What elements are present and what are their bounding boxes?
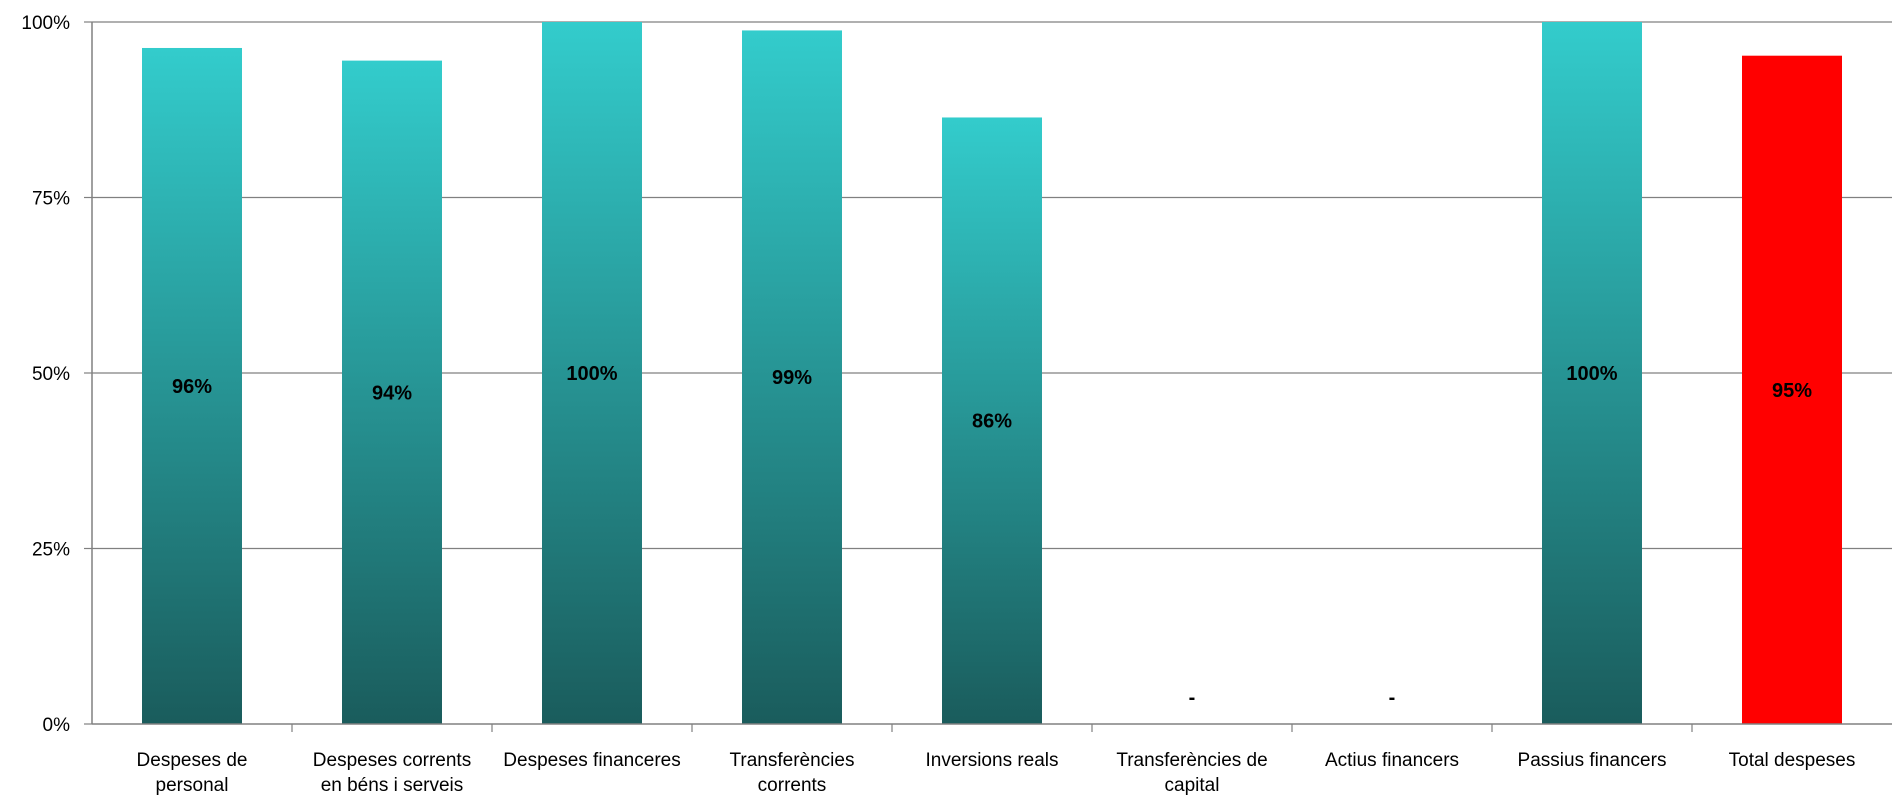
bar xyxy=(1542,22,1642,724)
x-category-label: Despeses corrents xyxy=(313,750,471,771)
x-category-label: capital xyxy=(1165,775,1220,796)
x-category-label: Passius financers xyxy=(1518,750,1667,771)
x-category-label: Total despeses xyxy=(1729,750,1856,771)
bars xyxy=(142,22,1842,725)
data-label: 100% xyxy=(566,363,617,385)
data-label: - xyxy=(1389,687,1396,709)
data-label: - xyxy=(1189,687,1196,709)
data-label: 99% xyxy=(772,367,812,389)
bar xyxy=(342,60,442,725)
y-tick-label: 25% xyxy=(32,540,70,561)
bar xyxy=(142,47,242,724)
bar xyxy=(542,22,642,724)
data-label: 95% xyxy=(1772,380,1812,402)
y-tick-label: 0% xyxy=(43,715,71,736)
x-category-label: Transferències de xyxy=(1116,750,1267,771)
x-category-label: Inversions reals xyxy=(925,750,1058,771)
y-tick-label: 100% xyxy=(21,13,70,34)
x-category-label: en béns i serveis xyxy=(321,775,464,796)
x-category-label: Transferències xyxy=(730,750,855,771)
labels: 0% 25% 50% 75% 100% 96% Despeses de personal 94%… xyxy=(21,13,1855,796)
y-tick-label: 75% xyxy=(32,189,70,210)
axes xyxy=(84,21,1892,732)
data-label: 96% xyxy=(172,376,212,398)
bar xyxy=(1742,55,1842,725)
x-category-label: Actius financers xyxy=(1325,750,1459,771)
x-category-label: corrents xyxy=(758,775,827,796)
x-category-label: Despeses de xyxy=(137,750,248,771)
data-label: 100% xyxy=(1566,363,1617,385)
data-label: 94% xyxy=(372,382,412,404)
x-category-label: Despeses financeres xyxy=(503,750,680,771)
bar xyxy=(742,30,842,724)
y-tick-label: 50% xyxy=(32,364,70,385)
bar xyxy=(942,117,1042,725)
x-category-label: personal xyxy=(156,775,229,796)
data-label: 86% xyxy=(972,411,1012,433)
